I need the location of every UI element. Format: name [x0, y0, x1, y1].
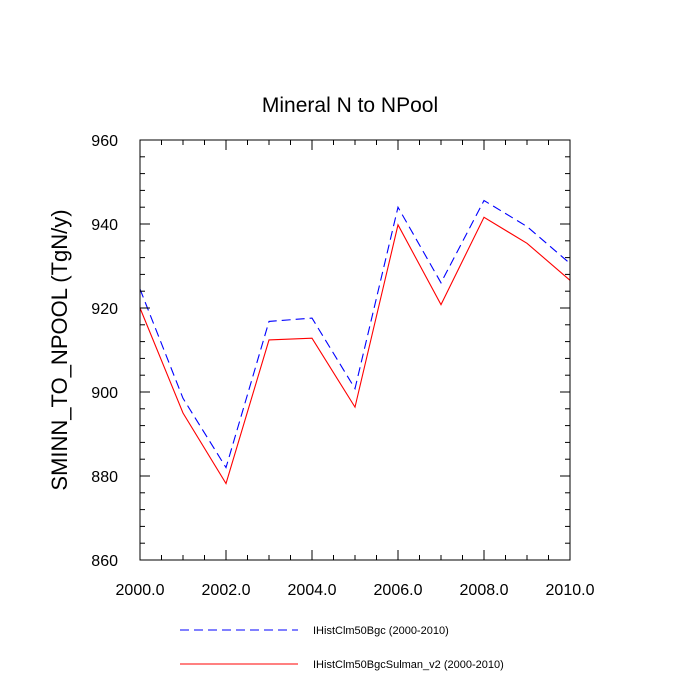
y-tick-label: 880: [91, 469, 118, 486]
x-tick-label: 2008.0: [460, 582, 509, 599]
legend-label-1: IHistClm50Bgc (2000-2010): [313, 625, 449, 637]
axes: 2000.0 2002.0 2004.0 2006.0 2008.0 2010.0 860 8…: [91, 133, 594, 599]
x-tick-label: 2000.0: [116, 582, 165, 599]
y-tick-label: 940: [91, 217, 118, 234]
x-tick-label: 2006.0: [374, 582, 423, 599]
y-axis-label: SMINN_TO_NPOOL (TgN/y): [47, 209, 72, 490]
legend: IHistClm50Bgc (2000-2010) IHistClm50BgcSu…: [180, 625, 504, 671]
y-tick-label: 920: [91, 301, 118, 318]
legend-label-2: IHistClm50BgcSulman_v2 (2000-2010): [313, 659, 504, 671]
plot-lines: [139, 199, 571, 485]
y-tick-label: 900: [91, 385, 118, 402]
y-tick-label: 960: [91, 133, 118, 150]
x-tick-label: 2004.0: [288, 582, 337, 599]
series-line-1: [139, 199, 571, 469]
x-tick-label: 2002.0: [202, 582, 251, 599]
series-line-2: [139, 216, 571, 485]
y-tick-label: 860: [91, 553, 118, 570]
plot-frame: [139, 139, 571, 561]
x-tick-label: 2010.0: [546, 582, 595, 599]
chart-title: Mineral N to NPool: [262, 94, 438, 117]
